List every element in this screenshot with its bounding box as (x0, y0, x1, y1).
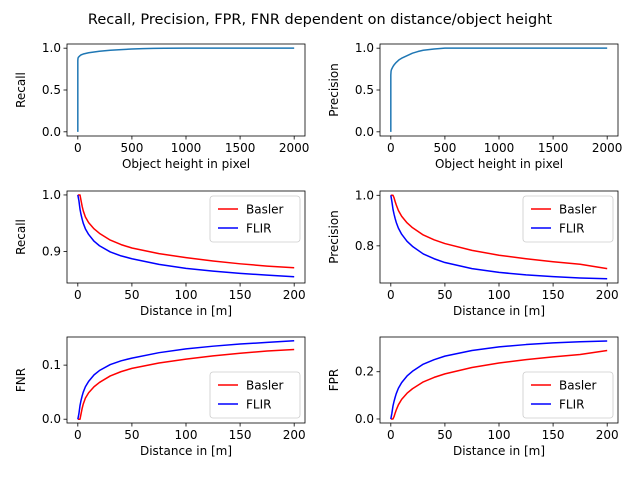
x-tick-label: 0 (387, 428, 395, 442)
x-axis-label: Distance in [m] (453, 304, 545, 318)
subplot-3: 0 50 100 150 200 0.9 1.0 Distance in [m] Recall B… (14, 188, 306, 318)
legend-box (522, 195, 614, 243)
x-axis-label: Distance in [m] (140, 304, 232, 318)
x-tick-label: 1000 (484, 141, 515, 155)
subplot-4: 0 50 100 150 200 0.8 1.0 Distance in [m] Precisi… (327, 188, 619, 318)
x-tick-label: 0 (74, 428, 82, 442)
series-line-flir (77, 194, 295, 278)
y-tick-label: 1.0 (355, 41, 374, 55)
x-axis-label: Distance in [m] (140, 444, 232, 458)
legend-label-flir: FLIR (559, 222, 584, 236)
series-line-1 (390, 47, 608, 132)
x-tick-label: 100 (175, 428, 198, 442)
subplot-1: 0 500 1000 1500 2000 0.0 0.5 1.0 Object height i… (14, 41, 309, 171)
series-line-basler (77, 194, 295, 269)
y-tick-label: 0.9 (42, 244, 61, 258)
x-tick-label: 0 (387, 288, 395, 302)
y-tick-label: 0.0 (42, 125, 61, 139)
series-line-flir (390, 195, 608, 280)
subplot-5: 0 50 100 150 200 0.0 0.1 Distance in [m] FNR Basl… (14, 336, 306, 458)
x-tick-label: 200 (596, 288, 619, 302)
axes-frame (379, 43, 619, 137)
x-tick-label: 1500 (538, 141, 569, 155)
x-tick-label: 500 (433, 141, 456, 155)
y-tick-label: 0.0 (355, 125, 374, 139)
y-tick-label: 1.0 (42, 188, 61, 202)
legend: Basler FLIR (522, 195, 614, 243)
y-tick-label: 0.1 (42, 358, 61, 372)
x-tick-label: 1000 (171, 141, 202, 155)
x-tick-label: 200 (283, 428, 306, 442)
subplot-2: 0 500 1000 1500 2000 0.0 0.5 1.0 Object height i… (327, 41, 622, 171)
x-tick-label: 2000 (279, 141, 310, 155)
subplot-6: 0 50 100 150 200 0.0 0.2 Distance in [m] FPR Basl… (327, 336, 619, 458)
axes-frame (66, 43, 306, 137)
legend-label-flir: FLIR (246, 222, 271, 236)
x-tick-label: 50 (124, 428, 139, 442)
x-tick-label: 100 (175, 288, 198, 302)
legend-label-basler: Basler (246, 203, 284, 217)
x-tick-label: 150 (542, 428, 565, 442)
y-tick-label: 1.0 (355, 188, 374, 202)
y-tick-label: 1.0 (42, 41, 61, 55)
x-tick-label: 150 (229, 428, 252, 442)
legend: Basler FLIR (209, 195, 301, 243)
x-tick-label: 0 (74, 288, 82, 302)
legend-label-basler: Basler (246, 379, 284, 393)
y-axis-label: Precision (327, 63, 341, 117)
figure-suptitle: Recall, Precision, FPR, FNR dependent on… (88, 12, 553, 28)
x-tick-label: 0 (74, 141, 82, 155)
x-tick-label: 50 (124, 288, 139, 302)
legend-box (522, 371, 614, 419)
x-axis-label: Distance in [m] (453, 444, 545, 458)
x-tick-label: 100 (488, 428, 511, 442)
legend: Basler FLIR (209, 371, 301, 419)
x-tick-label: 0 (387, 141, 395, 155)
x-tick-label: 200 (283, 288, 306, 302)
legend-box (209, 195, 301, 243)
series-line-basler (390, 349, 608, 420)
legend: Basler FLIR (522, 371, 614, 419)
y-axis-label: FNR (14, 368, 28, 392)
legend-label-flir: FLIR (559, 398, 584, 412)
legend-label-basler: Basler (559, 203, 597, 217)
y-tick-label: 0.8 (355, 239, 374, 253)
x-tick-label: 500 (120, 141, 143, 155)
x-tick-label: 2000 (592, 141, 623, 155)
legend-label-basler: Basler (559, 379, 597, 393)
series-line-flir (390, 340, 608, 420)
series-line-1 (77, 47, 295, 132)
y-axis-label: FPR (327, 369, 341, 391)
x-tick-label: 100 (488, 288, 511, 302)
x-tick-label: 50 (437, 288, 452, 302)
y-axis-label: Recall (14, 72, 28, 108)
legend-box (209, 371, 301, 419)
x-tick-label: 1500 (225, 141, 256, 155)
y-tick-label: 0.2 (355, 365, 374, 379)
y-axis-label: Recall (14, 219, 28, 255)
x-tick-label: 150 (542, 288, 565, 302)
legend-label-flir: FLIR (246, 398, 271, 412)
series-line-basler (77, 348, 295, 420)
y-axis-label: Precision (327, 210, 341, 264)
x-tick-label: 200 (596, 428, 619, 442)
x-tick-label: 50 (437, 428, 452, 442)
x-tick-label: 150 (229, 288, 252, 302)
y-tick-label: 0.0 (42, 412, 61, 426)
x-axis-label: Object height in pixel (435, 157, 563, 171)
y-tick-label: 0.0 (355, 412, 374, 426)
y-tick-label: 0.5 (42, 83, 61, 97)
x-axis-label: Object height in pixel (122, 157, 250, 171)
y-tick-label: 0.5 (355, 83, 374, 97)
series-line-flir (77, 340, 295, 420)
series-line-basler (390, 194, 608, 270)
